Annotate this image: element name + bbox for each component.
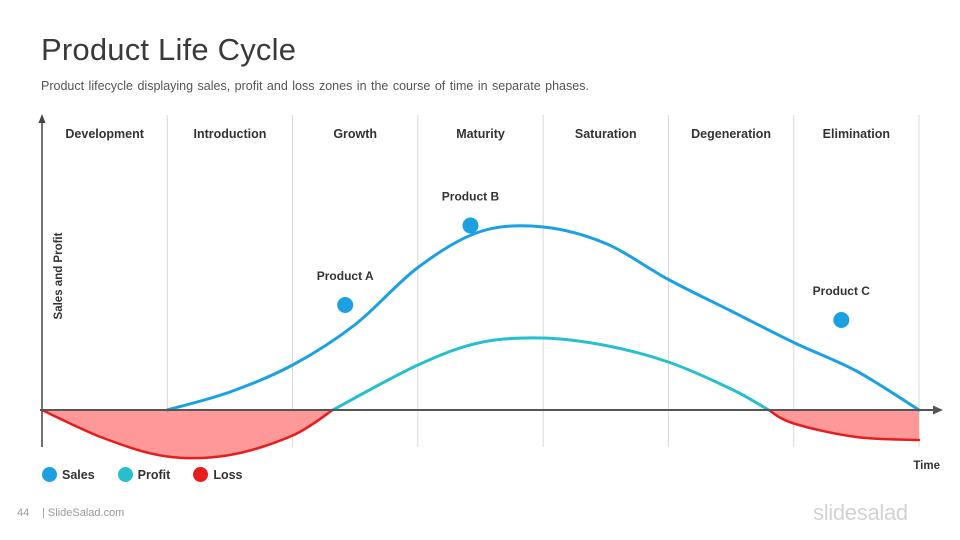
phase-label-growth: Growth — [333, 127, 377, 141]
loss-areas — [42, 410, 919, 459]
y-axis-label: Sales and Profit — [53, 232, 65, 319]
legend-label-loss: Loss — [213, 467, 243, 482]
product-c-point — [833, 312, 850, 328]
legend-item-loss: Loss — [193, 467, 243, 482]
phase-label-introduction: Introduction — [193, 127, 266, 141]
phase-grid — [166, 115, 920, 447]
axes — [38, 114, 943, 447]
sales-line — [165, 224, 921, 412]
legend-swatch-profit — [117, 467, 133, 482]
phase-label-degeneration: Degeneration — [691, 127, 771, 141]
phase-label-elimination: Elimination — [823, 127, 890, 141]
loss-area-2 — [768, 410, 919, 440]
profit-line — [331, 336, 771, 412]
brand-logo: slidesalad — [813, 500, 908, 525]
y-axis-arrow — [38, 114, 46, 123]
phase-label-maturity: Maturity — [456, 127, 505, 141]
loss-line-2 — [767, 408, 921, 442]
x-axis-arrow — [933, 405, 943, 415]
legend-swatch-sales — [42, 467, 57, 482]
page-number: 44 — [17, 507, 30, 519]
legend-label-profit: Profit — [137, 467, 171, 482]
product-a-label: Product A — [317, 269, 374, 283]
product-a-point — [337, 297, 354, 313]
product-c-label: Product C — [813, 284, 871, 298]
legend-label-sales: Sales — [62, 467, 95, 482]
chart-legend: Sales Profit Loss — [42, 467, 266, 482]
product-b-label: Product B — [442, 190, 500, 204]
legend-item-profit: Profit — [117, 467, 171, 482]
loss-area-1 — [42, 410, 333, 459]
loss-line-1 — [40, 408, 334, 460]
product-points: Product A Product B Product C — [317, 190, 871, 328]
legend-item-sales: Sales — [42, 467, 95, 482]
product-b-point — [462, 217, 479, 234]
phase-label-development: Development — [65, 127, 144, 141]
x-axis-label: Time — [913, 460, 940, 472]
page-subtitle: Product lifecycle displaying sales, prof… — [41, 79, 589, 93]
phase-label-saturation: Saturation — [575, 127, 637, 141]
series-lines — [40, 224, 921, 460]
legend-swatch-loss — [193, 467, 209, 482]
phase-labels: Development Introduction Growth Maturity Sat… — [65, 127, 890, 141]
page-title: Product Life Cycle — [41, 32, 297, 67]
footer-site-link: | SlideSalad.com — [42, 507, 125, 519]
